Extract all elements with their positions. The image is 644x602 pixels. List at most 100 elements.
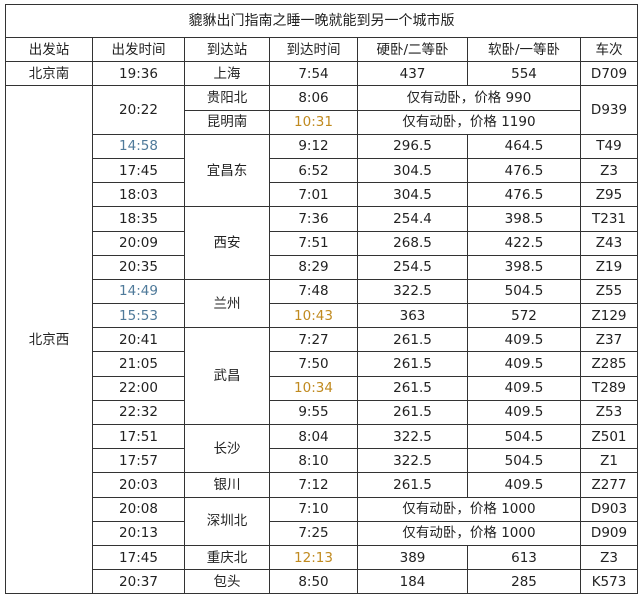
departure-time-cell: 18:35 (92, 206, 185, 232)
hard-sleeper-price-cell: 437 (357, 61, 468, 87)
departure-station-cell: 北京南 (5, 61, 93, 87)
table-row: 14:49 兰州 7:48 322.5 504.5 Z55 (6, 278, 639, 329)
arrival-time-cell: 9:12 (269, 133, 358, 159)
departure-time-cell: 21:05 (92, 351, 185, 377)
departure-time-cell: 20:08 (92, 496, 185, 522)
departure-time-cell: 17:57 (92, 448, 185, 474)
arrival-time-cell: 7:36 (269, 206, 358, 232)
train-number-cell: T49 (579, 133, 639, 159)
arrival-time-cell: 7:51 (269, 230, 358, 256)
price-note-cell: 仅有动卧，价格 1000 (357, 496, 581, 522)
train-number-cell: Z285 (579, 351, 639, 377)
soft-sleeper-price-cell: 409.5 (467, 327, 581, 353)
soft-sleeper-price-cell: 409.5 (467, 399, 581, 426)
arrival-station-cell: 上海 (184, 61, 270, 87)
train-number-cell: D903 (579, 496, 639, 522)
table-row: 北京南 19:36 上海 7:54 437 554 D709 (5, 61, 639, 87)
table-row: 20:35 8:29 254.5 398.5 Z19 (6, 254, 639, 280)
departure-station-cell: 北京西 (5, 85, 93, 595)
price-note-cell: 仅有动卧，价格 990 (357, 85, 581, 111)
train-number-cell: Z3 (579, 157, 639, 184)
soft-sleeper-price-cell: 504.5 (467, 423, 581, 450)
arrival-time-cell: 8:29 (269, 254, 358, 280)
arrival-time-cell: 6:52 (269, 157, 358, 184)
departure-time-cell: 14:49 (92, 278, 185, 305)
train-number-cell: Z1 (579, 448, 639, 474)
arrival-time-cell: 7:48 (269, 278, 358, 305)
arrival-station-cell: 包头 (184, 569, 270, 595)
title-row: 貔貅出门指南之睡一晚就能到另一个城市版 (4, 4, 639, 38)
hard-sleeper-price-cell: 322.5 (357, 423, 468, 450)
hard-sleeper-price-cell: 261.5 (357, 327, 468, 353)
table-row: 14:58 宜昌东 9:12 296.5 464.5 T49 (6, 133, 639, 208)
table-row: 15:53 10:43 363 572 Z129 (6, 303, 639, 329)
hard-sleeper-price-cell: 304.5 (357, 182, 468, 208)
hard-sleeper-price-cell: 322.5 (357, 448, 468, 474)
soft-sleeper-price-cell: 409.5 (467, 375, 581, 401)
train-number-cell: Z129 (579, 303, 639, 329)
arrival-time-cell: 7:27 (269, 327, 358, 353)
arrival-station-cell: 长沙 (184, 423, 270, 474)
train-number-cell: Z55 (579, 278, 639, 305)
hard-sleeper-price-cell: 363 (357, 303, 468, 329)
header-row: 出发站 出发时间 到达站 到达时间 硬卧/二等卧 软卧/一等卧 车次 (5, 36, 639, 63)
arrival-time-cell: 7:25 (269, 520, 358, 546)
soft-sleeper-price-cell: 409.5 (467, 472, 581, 498)
hard-sleeper-price-cell: 184 (357, 569, 468, 595)
soft-sleeper-price-cell: 464.5 (467, 133, 581, 159)
departure-time-cell: 17:51 (92, 423, 185, 450)
header-departure-station: 出发站 (5, 36, 93, 63)
table-row: 20:13 7:25 仅有动卧，价格 1000 D909 (6, 520, 639, 546)
arrival-time-cell: 12:13 (269, 544, 358, 571)
header-train-number: 车次 (579, 36, 639, 63)
arrival-time-cell: 8:04 (269, 423, 358, 450)
header-departure-time: 出发时间 (92, 36, 185, 63)
departure-time-cell: 20:37 (92, 569, 185, 595)
hard-sleeper-price-cell: 268.5 (357, 230, 468, 256)
hard-sleeper-price-cell: 322.5 (357, 278, 468, 305)
arrival-time-cell: 9:55 (269, 399, 358, 426)
hard-sleeper-price-cell: 254.4 (357, 206, 468, 232)
train-number-cell: Z501 (579, 423, 639, 450)
train-number-cell: Z95 (579, 182, 639, 208)
hard-sleeper-price-cell: 261.5 (357, 375, 468, 401)
soft-sleeper-price-cell: 476.5 (467, 157, 581, 184)
table-row: 17:45 6:52 304.5 476.5 Z3 (6, 157, 639, 184)
header-arrival-time: 到达时间 (269, 36, 358, 63)
departure-time-cell: 20:41 (92, 327, 185, 353)
header-soft-sleeper: 软卧/一等卧 (467, 36, 581, 63)
arrival-time-cell: 8:50 (269, 569, 358, 595)
arrival-station-cell: 昆明南 (184, 109, 270, 135)
arrival-station-cell: 西安 (184, 206, 270, 280)
price-note-cell: 仅有动卧，价格 1190 (357, 109, 581, 135)
train-number-cell: D939 (579, 85, 639, 135)
train-schedule-sheet: 貔貅出门指南之睡一晚就能到另一个城市版 出发站 出发时间 到达站 到达时间 硬卧… (4, 4, 639, 595)
departure-time-cell: 19:36 (92, 61, 185, 87)
departure-time-cell: 17:45 (92, 157, 185, 184)
table-row: 17:45 重庆北 12:13 389 613 Z3 (6, 544, 639, 571)
train-number-cell: T289 (579, 375, 639, 401)
soft-sleeper-price-cell: 504.5 (467, 448, 581, 474)
table-row: 20:09 7:51 268.5 422.5 Z43 (6, 230, 639, 256)
hard-sleeper-price-cell: 304.5 (357, 157, 468, 184)
table-row: 21:05 7:50 261.5 409.5 Z285 (6, 351, 639, 377)
header-arrival-station: 到达站 (184, 36, 270, 63)
soft-sleeper-price-cell: 422.5 (467, 230, 581, 256)
soft-sleeper-price-cell: 409.5 (467, 351, 581, 377)
soft-sleeper-price-cell: 504.5 (467, 278, 581, 305)
train-number-cell: T231 (579, 206, 639, 232)
table-row: 北京西 20:22 贵阳北 8:06 仅有动卧，价格 990 D939 (5, 85, 639, 595)
arrival-station-cell: 兰州 (184, 278, 270, 329)
hard-sleeper-price-cell: 296.5 (357, 133, 468, 159)
arrival-time-cell: 8:10 (269, 448, 358, 474)
train-number-cell: Z37 (579, 327, 639, 353)
header-hard-sleeper: 硬卧/二等卧 (357, 36, 468, 63)
arrival-time-cell: 8:06 (269, 85, 358, 111)
hard-sleeper-price-cell: 254.5 (357, 254, 468, 280)
soft-sleeper-price-cell: 398.5 (467, 254, 581, 280)
arrival-station-cell: 深圳北 (184, 496, 270, 546)
train-number-cell: D909 (579, 520, 639, 546)
table-title: 貔貅出门指南之睡一晚就能到另一个城市版 (4, 4, 639, 38)
train-number-cell: Z53 (579, 399, 639, 426)
departure-time-cell: 22:00 (92, 375, 185, 401)
